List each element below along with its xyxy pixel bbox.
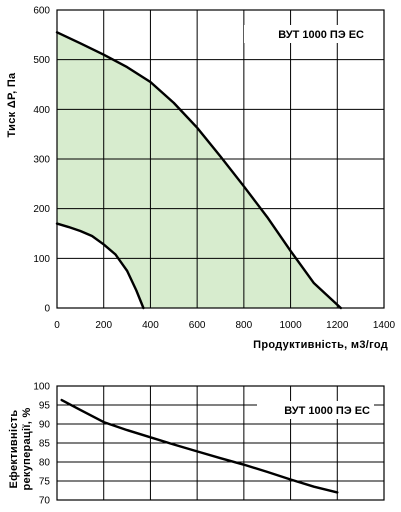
y-tick-label: 70 (39, 496, 51, 507)
x-axis-title: Продуктивність, м3/год (253, 339, 388, 351)
y-tick-label: 90 (39, 420, 51, 431)
y-tick-label: 100 (33, 382, 50, 393)
x-tick-label: 200 (95, 320, 112, 331)
min-speed-curve (55, 222, 145, 310)
y-axis-title: Ефективністьрекуперації, % (8, 407, 33, 490)
efficiency-curve (60, 398, 339, 494)
x-tick-label: 400 (142, 320, 159, 331)
pressure-x-ticks: 0 200 400 600 800 1000 1200 1400 (54, 320, 395, 331)
model-label: ВУТ 1000 ПЭ ЕС (278, 29, 364, 41)
x-tick-label: 800 (236, 320, 253, 331)
efficiency-chart-frame (56, 385, 385, 501)
y-tick-label: 600 (33, 6, 50, 17)
efficiency-chart: 70 75 80 85 90 95 100 ВУТ 1000 ПЭ ЕС Ефективні… (8, 382, 385, 507)
working-area-fill (57, 32, 341, 308)
pressure-chart-grid (56, 9, 385, 309)
y-tick-label: 400 (33, 105, 50, 116)
efficiency-curves (60, 398, 339, 494)
y-tick-label: 75 (39, 477, 51, 488)
y-tick-label: 100 (33, 254, 50, 265)
pressure-chart: 0 200 400 600 800 1000 1200 1400 0 100 200 300 400 5… (6, 6, 396, 352)
x-tick-label: 1200 (326, 320, 349, 331)
model-label-background (244, 25, 368, 43)
y-tick-label: 0 (44, 304, 50, 315)
efficiency-y-ticks: 70 75 80 85 90 95 100 (33, 382, 50, 507)
model-label-background (257, 401, 374, 419)
y-tick-label: 300 (33, 155, 50, 166)
y-tick-label: 80 (39, 458, 51, 469)
x-tick-label: 1400 (373, 320, 396, 331)
y-tick-label: 500 (33, 55, 50, 66)
y-tick-label: 95 (39, 401, 51, 412)
y-tick-label: 85 (39, 439, 51, 450)
pressure-y-ticks: 0 100 200 300 400 500 600 (33, 6, 50, 315)
x-tick-label: 600 (189, 320, 206, 331)
pressure-chart-frame (56, 9, 385, 309)
max-speed-curve (55, 31, 342, 310)
x-tick-label: 0 (54, 320, 60, 331)
y-tick-label: 200 (33, 204, 50, 215)
model-label: ВУТ 1000 ПЭ ЕС (284, 405, 370, 417)
y-axis-title: Тиск ΔР, Па (6, 72, 18, 137)
pressure-curves (55, 31, 342, 310)
x-tick-label: 1000 (279, 320, 302, 331)
